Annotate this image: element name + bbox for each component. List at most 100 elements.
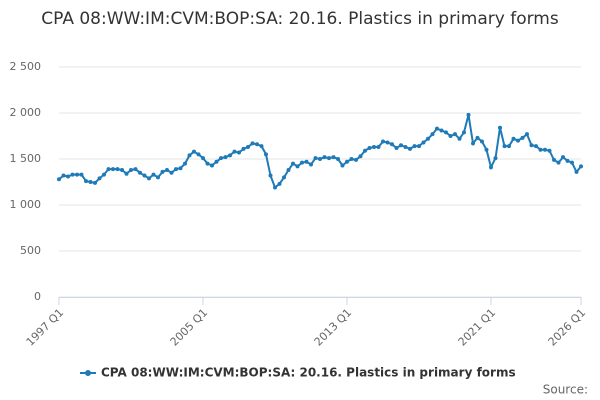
data-point — [561, 155, 565, 160]
data-point — [516, 138, 520, 143]
data-point — [201, 156, 205, 161]
data-point — [318, 157, 322, 161]
y-tick-label: 1 500 — [10, 152, 42, 165]
data-point — [300, 160, 304, 165]
data-point — [156, 175, 160, 180]
data-point — [556, 160, 561, 165]
data-point — [529, 143, 534, 148]
data-point — [367, 145, 372, 150]
data-point — [471, 141, 475, 146]
data-point — [192, 149, 196, 154]
data-point — [340, 163, 345, 168]
data-point — [327, 156, 331, 161]
data-point — [331, 155, 336, 160]
data-point — [421, 140, 426, 145]
data-point — [448, 134, 453, 138]
legend-label: CPA 08:WW:IM:CVM:BOP:SA: 20.16. Plastics… — [101, 366, 516, 380]
data-point — [138, 170, 142, 175]
data-point — [295, 164, 300, 169]
data-point — [178, 166, 183, 171]
data-point — [196, 152, 201, 157]
data-point — [543, 147, 547, 152]
data-point — [169, 170, 174, 175]
data-point — [493, 156, 498, 161]
data-point — [273, 185, 277, 190]
data-point — [165, 168, 169, 173]
chart-title: CPA 08:WW:IM:CVM:BOP:SA: 20.16. Plastics… — [41, 9, 559, 29]
data-point — [70, 172, 75, 177]
data-point — [417, 144, 421, 149]
data-point — [345, 159, 349, 164]
x-tick-label: 1997 Q1 — [24, 306, 67, 349]
data-point — [309, 162, 313, 167]
data-point — [538, 147, 543, 152]
x-tick-label: 2005 Q1 — [168, 306, 211, 349]
y-tick-label: 2 500 — [10, 60, 42, 73]
y-tick-label: 500 — [20, 244, 41, 257]
data-point — [264, 152, 268, 157]
data-point — [430, 132, 435, 137]
data-point — [88, 180, 93, 184]
series-line — [58, 114, 582, 190]
y-tick-label: 1 000 — [10, 198, 42, 211]
data-point — [525, 132, 529, 137]
x-tick-label: 2013 Q1 — [312, 306, 355, 349]
data-point — [570, 160, 574, 165]
data-point — [534, 144, 538, 149]
data-point — [232, 149, 237, 154]
data-point — [376, 145, 381, 150]
data-point — [61, 173, 66, 178]
data-point — [408, 146, 412, 151]
data-point — [187, 153, 192, 158]
data-point — [336, 157, 340, 161]
data-point — [390, 142, 394, 147]
data-point — [133, 167, 138, 172]
data-point — [304, 159, 309, 164]
data-point — [286, 168, 291, 173]
data-point — [507, 144, 511, 149]
data-point — [241, 146, 246, 151]
data-point — [129, 168, 133, 173]
data-point — [250, 141, 255, 146]
data-point — [412, 144, 417, 149]
data-point — [435, 126, 439, 131]
data-point — [480, 139, 484, 144]
source: Source: — [543, 383, 588, 397]
data-point — [277, 181, 282, 186]
data-point — [354, 157, 358, 162]
x-tick-label: 2021 Q1 — [456, 306, 499, 349]
data-point — [322, 155, 327, 160]
data-point — [160, 169, 165, 174]
data-point — [142, 173, 147, 178]
data-point — [79, 172, 84, 177]
data-point — [97, 176, 102, 181]
data-point — [484, 147, 489, 152]
data-point — [381, 139, 385, 144]
data-point — [502, 144, 507, 149]
data-point — [313, 156, 318, 161]
data-point — [75, 172, 79, 177]
legend-marker — [85, 370, 91, 376]
data-point — [399, 143, 403, 148]
data-point — [111, 167, 115, 172]
data-point — [115, 167, 120, 172]
data-point — [358, 154, 363, 159]
data-point — [183, 161, 187, 166]
data-point — [520, 135, 525, 140]
data-point — [255, 142, 259, 147]
data-point — [210, 163, 214, 168]
data-point — [246, 145, 250, 150]
data-point — [349, 157, 354, 161]
data-point — [268, 173, 273, 178]
data-point — [475, 135, 480, 140]
data-point — [84, 179, 88, 184]
data-point — [385, 140, 390, 145]
data-point — [205, 161, 210, 166]
data-point — [124, 171, 129, 176]
data-point — [120, 168, 124, 173]
data-point — [214, 159, 219, 164]
data-point — [552, 157, 556, 162]
data-point — [228, 153, 232, 158]
data-point — [453, 132, 457, 137]
